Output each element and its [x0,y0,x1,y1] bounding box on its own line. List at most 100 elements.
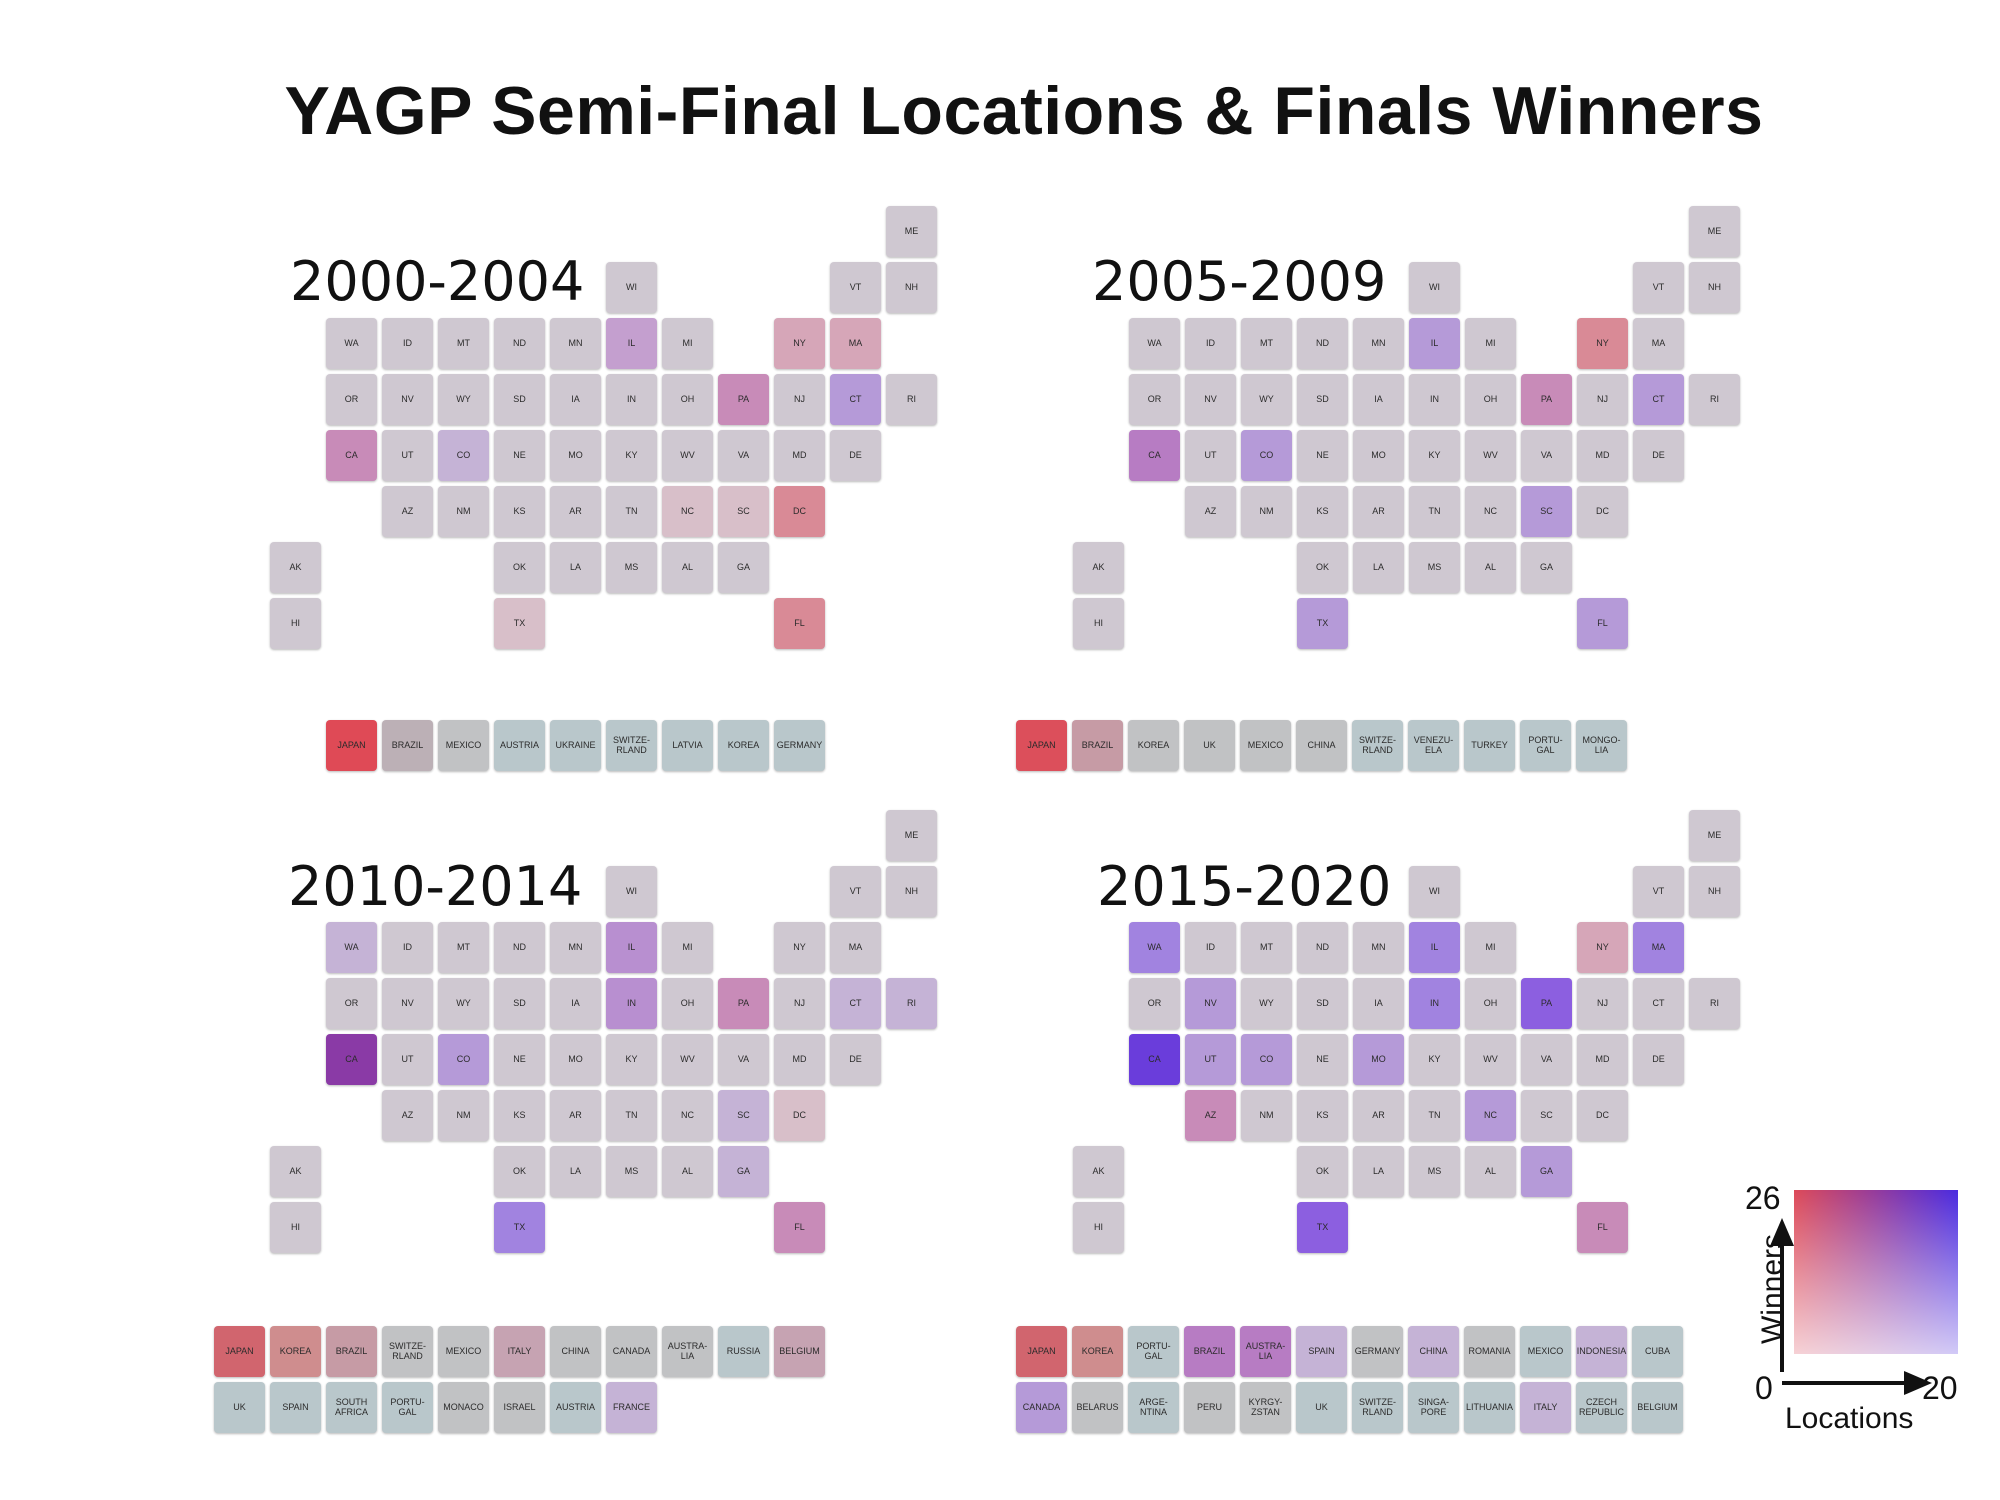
country-label: RUSSIA [726,1345,761,1356]
state-tile-la: LA [550,1146,601,1197]
state-tile-ok: OK [1297,1146,1348,1197]
state-label: WV [1483,449,1498,460]
state-tile-mt: MT [438,318,489,369]
state-label: MT [457,337,470,348]
state-label: NY [1596,941,1609,952]
country-label: PERU [1196,1401,1222,1412]
country-tile: SPAIN [1296,1326,1347,1377]
state-label: IA [571,393,580,404]
state-label: TN [625,505,638,516]
country-tile: BRAZIL [382,720,433,771]
state-tile-il: IL [606,922,657,973]
state-label: CT [1652,393,1665,404]
state-tile-id: ID [382,318,433,369]
state-tile-nv: NV [1185,374,1236,425]
country-tile: UK [1296,1382,1347,1433]
state-label: MN [1371,941,1386,952]
state-label: AL [681,561,693,572]
state-label: SC [1540,505,1553,516]
state-label: HI [1094,1221,1103,1232]
country-tile: SWITZE- RLAND [382,1326,433,1377]
country-label: KOREA [279,1345,312,1356]
legend-y-max: 26 [1745,1180,1781,1216]
state-tile-vt: VT [1633,866,1684,917]
state-tile-fl: FL [1577,1202,1628,1253]
state-tile-vt: VT [830,262,881,313]
country-tile: BELGIUM [1632,1382,1683,1433]
state-tile-ma: MA [830,318,881,369]
state-label: WY [456,393,471,404]
state-tile-ga: GA [1521,542,1572,593]
state-tile-ca: CA [1129,430,1180,481]
state-label: WA [344,941,359,952]
country-tile: KOREA [718,720,769,771]
country-tile: ARGE- NTINA [1128,1382,1179,1433]
country-tile: PORTU- GAL [1520,720,1571,771]
state-label: CA [345,449,358,460]
country-label: LATVIA [672,739,703,750]
state-label: ND [513,337,526,348]
state-tile-tn: TN [1409,1090,1460,1141]
state-tile-md: MD [774,1034,825,1085]
state-label: MO [568,449,583,460]
state-label: NC [681,1109,694,1120]
state-tile-de: DE [830,430,881,481]
state-tile-ms: MS [1409,542,1460,593]
state-label: WV [680,1053,695,1064]
country-tile: SOUTH AFRICA [326,1382,377,1433]
state-label: AR [1372,1109,1385,1120]
state-tile-nd: ND [494,318,545,369]
state-tile-nm: NM [1241,486,1292,537]
state-tile-mo: MO [550,430,601,481]
state-tile-mt: MT [1241,318,1292,369]
state-tile-co: CO [1241,1034,1292,1085]
country-tile: KOREA [1072,1326,1123,1377]
state-tile-dc: DC [774,1090,825,1141]
country-tile: MEXICO [438,720,489,771]
state-label: NV [401,997,414,1008]
country-tile: MONACO [438,1382,489,1433]
state-tile-ct: CT [1633,978,1684,1029]
state-tile-ma: MA [1633,922,1684,973]
country-tile: KOREA [1128,720,1179,771]
state-tile-ia: IA [550,374,601,425]
state-label: MO [1371,449,1386,460]
state-tile-sd: SD [1297,374,1348,425]
state-label: AK [1092,561,1105,572]
country-label: ITALY [1533,1401,1558,1412]
state-tile-de: DE [1633,430,1684,481]
state-label: NM [456,1109,471,1120]
state-label: UT [1204,1053,1217,1064]
country-label: ISRAEL [503,1401,536,1412]
state-tile-ne: NE [494,430,545,481]
state-label: CO [456,449,471,460]
state-label: NY [1596,337,1609,348]
state-tile-tx: TX [1297,1202,1348,1253]
period-title: 2005-2009 [1092,250,1387,313]
country-label: AUSTRIA [555,1401,595,1412]
state-label: OH [1483,393,1498,404]
country-tile: GERMANY [774,720,825,771]
state-tile-la: LA [1353,542,1404,593]
state-label: AK [289,1165,302,1176]
country-tile: PERU [1184,1382,1235,1433]
country-label: VENEZU- ELA [1413,735,1454,755]
country-label: CANADA [612,1345,651,1356]
state-label: IA [1374,997,1383,1008]
state-label: KS [1316,1109,1329,1120]
state-tile-ca: CA [1129,1034,1180,1085]
state-tile-nd: ND [1297,318,1348,369]
country-label: JAPAN [1027,1345,1056,1356]
state-tile-nh: NH [886,262,937,313]
state-tile-wv: WV [662,430,713,481]
state-label: MA [1651,941,1666,952]
state-label: TN [625,1109,638,1120]
state-tile-ar: AR [1353,1090,1404,1141]
state-label: PA [1540,997,1553,1008]
country-tile: CHINA [550,1326,601,1377]
country-tile: MEXICO [1240,720,1291,771]
state-tile-az: AZ [382,1090,433,1141]
state-tile-sc: SC [718,1090,769,1141]
state-label: WI [626,885,637,896]
